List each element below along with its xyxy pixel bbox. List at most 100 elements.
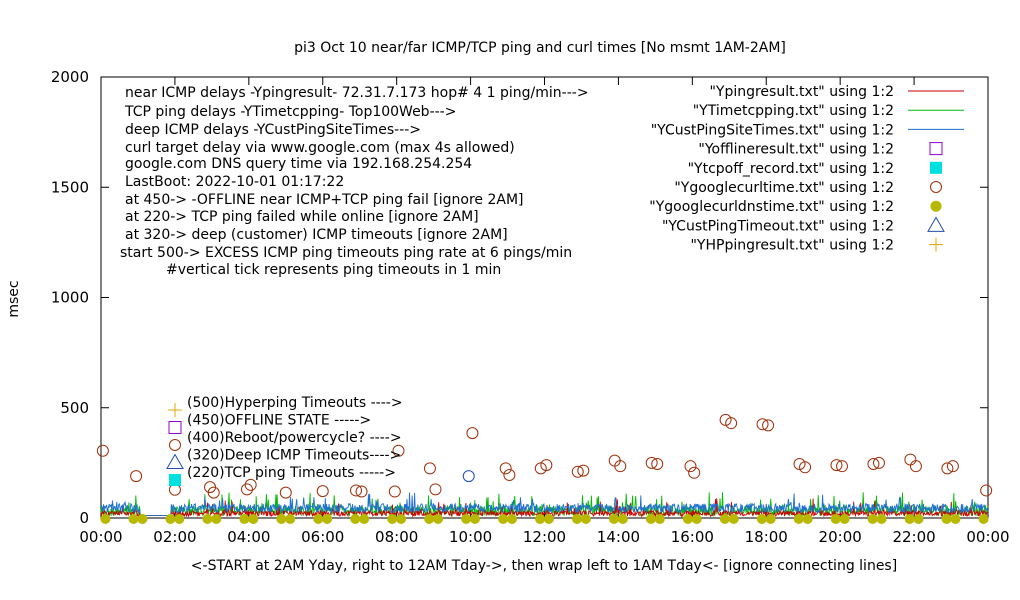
x-tick-label: 08:00 xyxy=(375,528,418,546)
dns-point xyxy=(359,514,370,524)
x-tick-label: 14:00 xyxy=(597,528,640,546)
curl-point xyxy=(207,486,220,499)
curl-point xyxy=(836,460,849,473)
dns-point xyxy=(137,514,148,524)
legend-entry: "Ytcpoff_record.txt" using 1:2 xyxy=(688,161,894,177)
x-tick-label: 06:00 xyxy=(301,528,344,546)
dns-point xyxy=(433,514,444,524)
lower-legend-entry: (400)Reboot/powercycle? ----> xyxy=(187,430,402,446)
legend-triangle-sample xyxy=(166,453,184,469)
legend-triangle-sample xyxy=(927,216,945,232)
x-tick-label: 04:00 xyxy=(227,528,270,546)
y-axis-label: msec xyxy=(6,280,22,317)
dns-point xyxy=(950,514,961,524)
dns-point xyxy=(904,514,915,524)
curl-point xyxy=(799,461,812,474)
annotation-text: deep ICMP delays -YCustPingSiteTimes---> xyxy=(125,122,421,138)
dns-point xyxy=(174,514,185,524)
dns-point xyxy=(535,514,546,524)
legend-filled-square-sample xyxy=(930,161,942,174)
annotation-text: at 220-> TCP ping failed while online [i… xyxy=(125,209,479,225)
timeout-point xyxy=(462,470,475,483)
dns-point xyxy=(396,514,407,524)
curl-point xyxy=(503,469,516,482)
dns-point xyxy=(285,514,296,524)
annotation-text: TCP ping delays -YTimetcpping- Top100Web… xyxy=(124,104,456,120)
dns-point xyxy=(506,514,517,524)
legend-circle-sample xyxy=(169,439,181,451)
dns-point xyxy=(719,514,730,524)
dns-point xyxy=(543,514,554,524)
dns-point xyxy=(276,514,287,524)
x-axis-label: <-START at 2AM Yday, right to 12AM Tday-… xyxy=(191,558,897,574)
annotation-text: near ICMP delays -Ypingresult- 72.31.7.1… xyxy=(125,85,589,101)
x-tick-label: 02:00 xyxy=(153,528,196,546)
dns-point xyxy=(978,514,989,524)
curl-point xyxy=(872,456,885,469)
annotation-text: start 500-> EXCESS ICMP ping timeouts pi… xyxy=(120,245,572,261)
curl-point xyxy=(423,462,436,475)
annotation-text: at 450-> -OFFLINE near ICMP+TCP ping fai… xyxy=(125,192,524,208)
dns-point xyxy=(211,514,222,524)
curl-point xyxy=(867,457,880,470)
dns-point xyxy=(793,514,804,524)
dns-point xyxy=(350,514,361,524)
annotation-text: curl target delay via www.google.com (ma… xyxy=(125,140,515,156)
dns-point xyxy=(572,514,583,524)
annotation-text: at 320-> deep (customer) ICMP timeouts [… xyxy=(125,227,508,243)
curl-point xyxy=(946,460,959,473)
series-line xyxy=(100,498,989,518)
dns-point xyxy=(313,514,324,524)
legend: "Ypingresult.txt" using 1:2 "YTimetcpping… xyxy=(649,84,964,254)
dns-point xyxy=(728,514,739,524)
curl-point xyxy=(725,417,738,430)
annotations: near ICMP delays -Ypingresult- 72.31.7.1… xyxy=(120,85,589,278)
curl-point xyxy=(571,465,584,478)
series-line xyxy=(100,492,989,516)
curl-point xyxy=(941,462,954,475)
legend-entry: "Ygooglecurltime.txt" using 1:2 xyxy=(674,180,894,196)
y-tick-label: 0 xyxy=(79,509,89,527)
x-tick-label: 22:00 xyxy=(892,528,935,546)
curl-point xyxy=(130,470,143,483)
curl-point xyxy=(279,486,292,499)
curl-point xyxy=(388,485,401,498)
y-tick-label: 1000 xyxy=(51,289,89,307)
curl-point xyxy=(499,462,512,475)
dns-point xyxy=(867,514,878,524)
legend-entry: "YHPpingresult.txt" using 1:2 xyxy=(690,238,894,254)
annotation-text: LastBoot: 2022-10-01 01:17:22 xyxy=(125,174,344,190)
dns-point xyxy=(461,514,472,524)
dns-point xyxy=(470,514,481,524)
annotation-text: #vertical tick represents ping timeouts … xyxy=(166,262,501,278)
dns-point xyxy=(580,514,591,524)
x-tick-label: 18:00 xyxy=(745,528,788,546)
curl-point xyxy=(577,464,590,477)
dns-point xyxy=(802,514,813,524)
curl-point xyxy=(350,484,363,497)
dns-point xyxy=(387,514,398,524)
legend-filled-square-sample xyxy=(169,474,181,486)
curl-point xyxy=(240,483,253,496)
dns-point xyxy=(765,514,776,524)
legend-entry: "Yofflineresult.txt" using 1:2 xyxy=(698,142,894,158)
legend-entry: "YTimetcpping.txt" using 1:2 xyxy=(693,103,894,119)
curl-point xyxy=(980,484,993,497)
curl-point xyxy=(466,427,479,440)
dns-point xyxy=(498,514,509,524)
legend-square-sample xyxy=(929,142,943,156)
curl-point xyxy=(688,466,701,479)
dns-point xyxy=(830,514,841,524)
curl-point xyxy=(540,459,553,472)
legend-entry: "YCustPingTimeout.txt" using 1:2 xyxy=(662,218,894,234)
curl-point xyxy=(645,456,658,469)
chart-title: pi3 Oct 10 near/far ICMP/TCP ping and cu… xyxy=(294,40,786,56)
legend-entry: "Ypingresult.txt" using 1:2 xyxy=(709,84,894,100)
curl-point xyxy=(762,419,775,432)
axis-ticks: 0 500 1000 1500 2000 00:00 02:00 04:00 06:00 08:0… xyxy=(51,68,1010,546)
dns-point xyxy=(248,514,259,524)
lower-legend-entry: (320)Deep ICMP Timeouts----> xyxy=(187,448,401,464)
y-tick-label: 500 xyxy=(60,399,89,417)
curl-point xyxy=(355,485,368,498)
dns-point xyxy=(654,514,665,524)
